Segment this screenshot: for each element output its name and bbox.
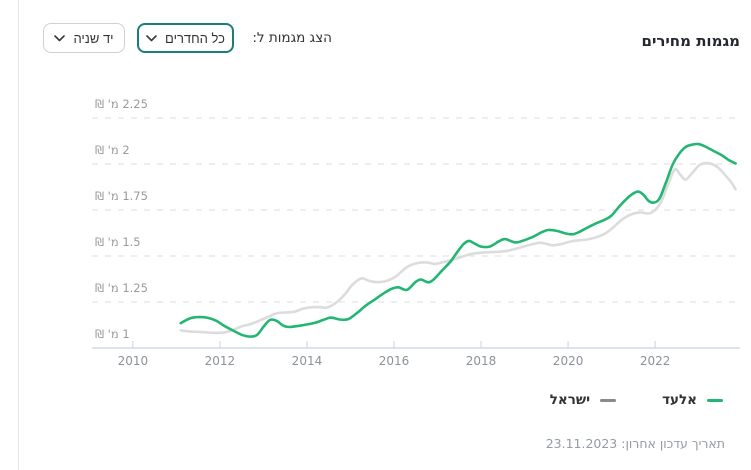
show-trends-label: הצג מגמות ל: — [252, 30, 332, 46]
y-axis-label: 1.5 מ' ₪ — [95, 234, 141, 249]
legend-line-icon — [707, 398, 723, 402]
chart-legend: אלעד ישראל — [550, 392, 723, 408]
y-axis-label: 2.25 מ' ₪ — [95, 96, 148, 111]
x-axis-label: 2020 — [552, 354, 584, 368]
legend-label: ישראל — [549, 392, 591, 408]
rooms-filter-value: כל החדרים — [165, 30, 225, 46]
y-axis-label: 2 מ' ₪ — [95, 142, 130, 157]
market-type-dropdown[interactable]: יד שניה — [43, 23, 125, 53]
legend-item: ישראל — [549, 392, 617, 408]
chevron-down-icon — [146, 34, 157, 41]
x-axis-label: 2010 — [117, 354, 149, 368]
rooms-filter-dropdown[interactable]: כל החדרים — [137, 23, 234, 53]
legend-line-icon — [600, 398, 617, 402]
page-title: מגמות מחירים — [641, 32, 741, 51]
x-axis-label: 2018 — [465, 354, 497, 368]
y-axis-label: 1 מ' ₪ — [95, 327, 130, 341]
x-axis-label: 2014 — [291, 354, 323, 368]
legend-item: אלעד — [662, 392, 723, 408]
legend-label: אלעד — [662, 392, 697, 408]
x-axis-label: 2022 — [639, 354, 671, 368]
y-axis-label: 1.75 מ' ₪ — [95, 188, 148, 203]
chevron-down-icon — [54, 34, 66, 41]
x-axis-label: 2016 — [378, 354, 410, 368]
market-type-value: יד שניה — [73, 30, 114, 46]
x-axis-label: 2012 — [204, 354, 236, 368]
left-divider — [18, 0, 19, 470]
series-line-elad — [179, 142, 737, 338]
y-axis-label: 1.25 מ' ₪ — [95, 280, 148, 295]
series-line-israel — [179, 161, 737, 335]
last-update-text: תאריך עדכון אחרון: 23.11.2023 — [545, 436, 725, 451]
